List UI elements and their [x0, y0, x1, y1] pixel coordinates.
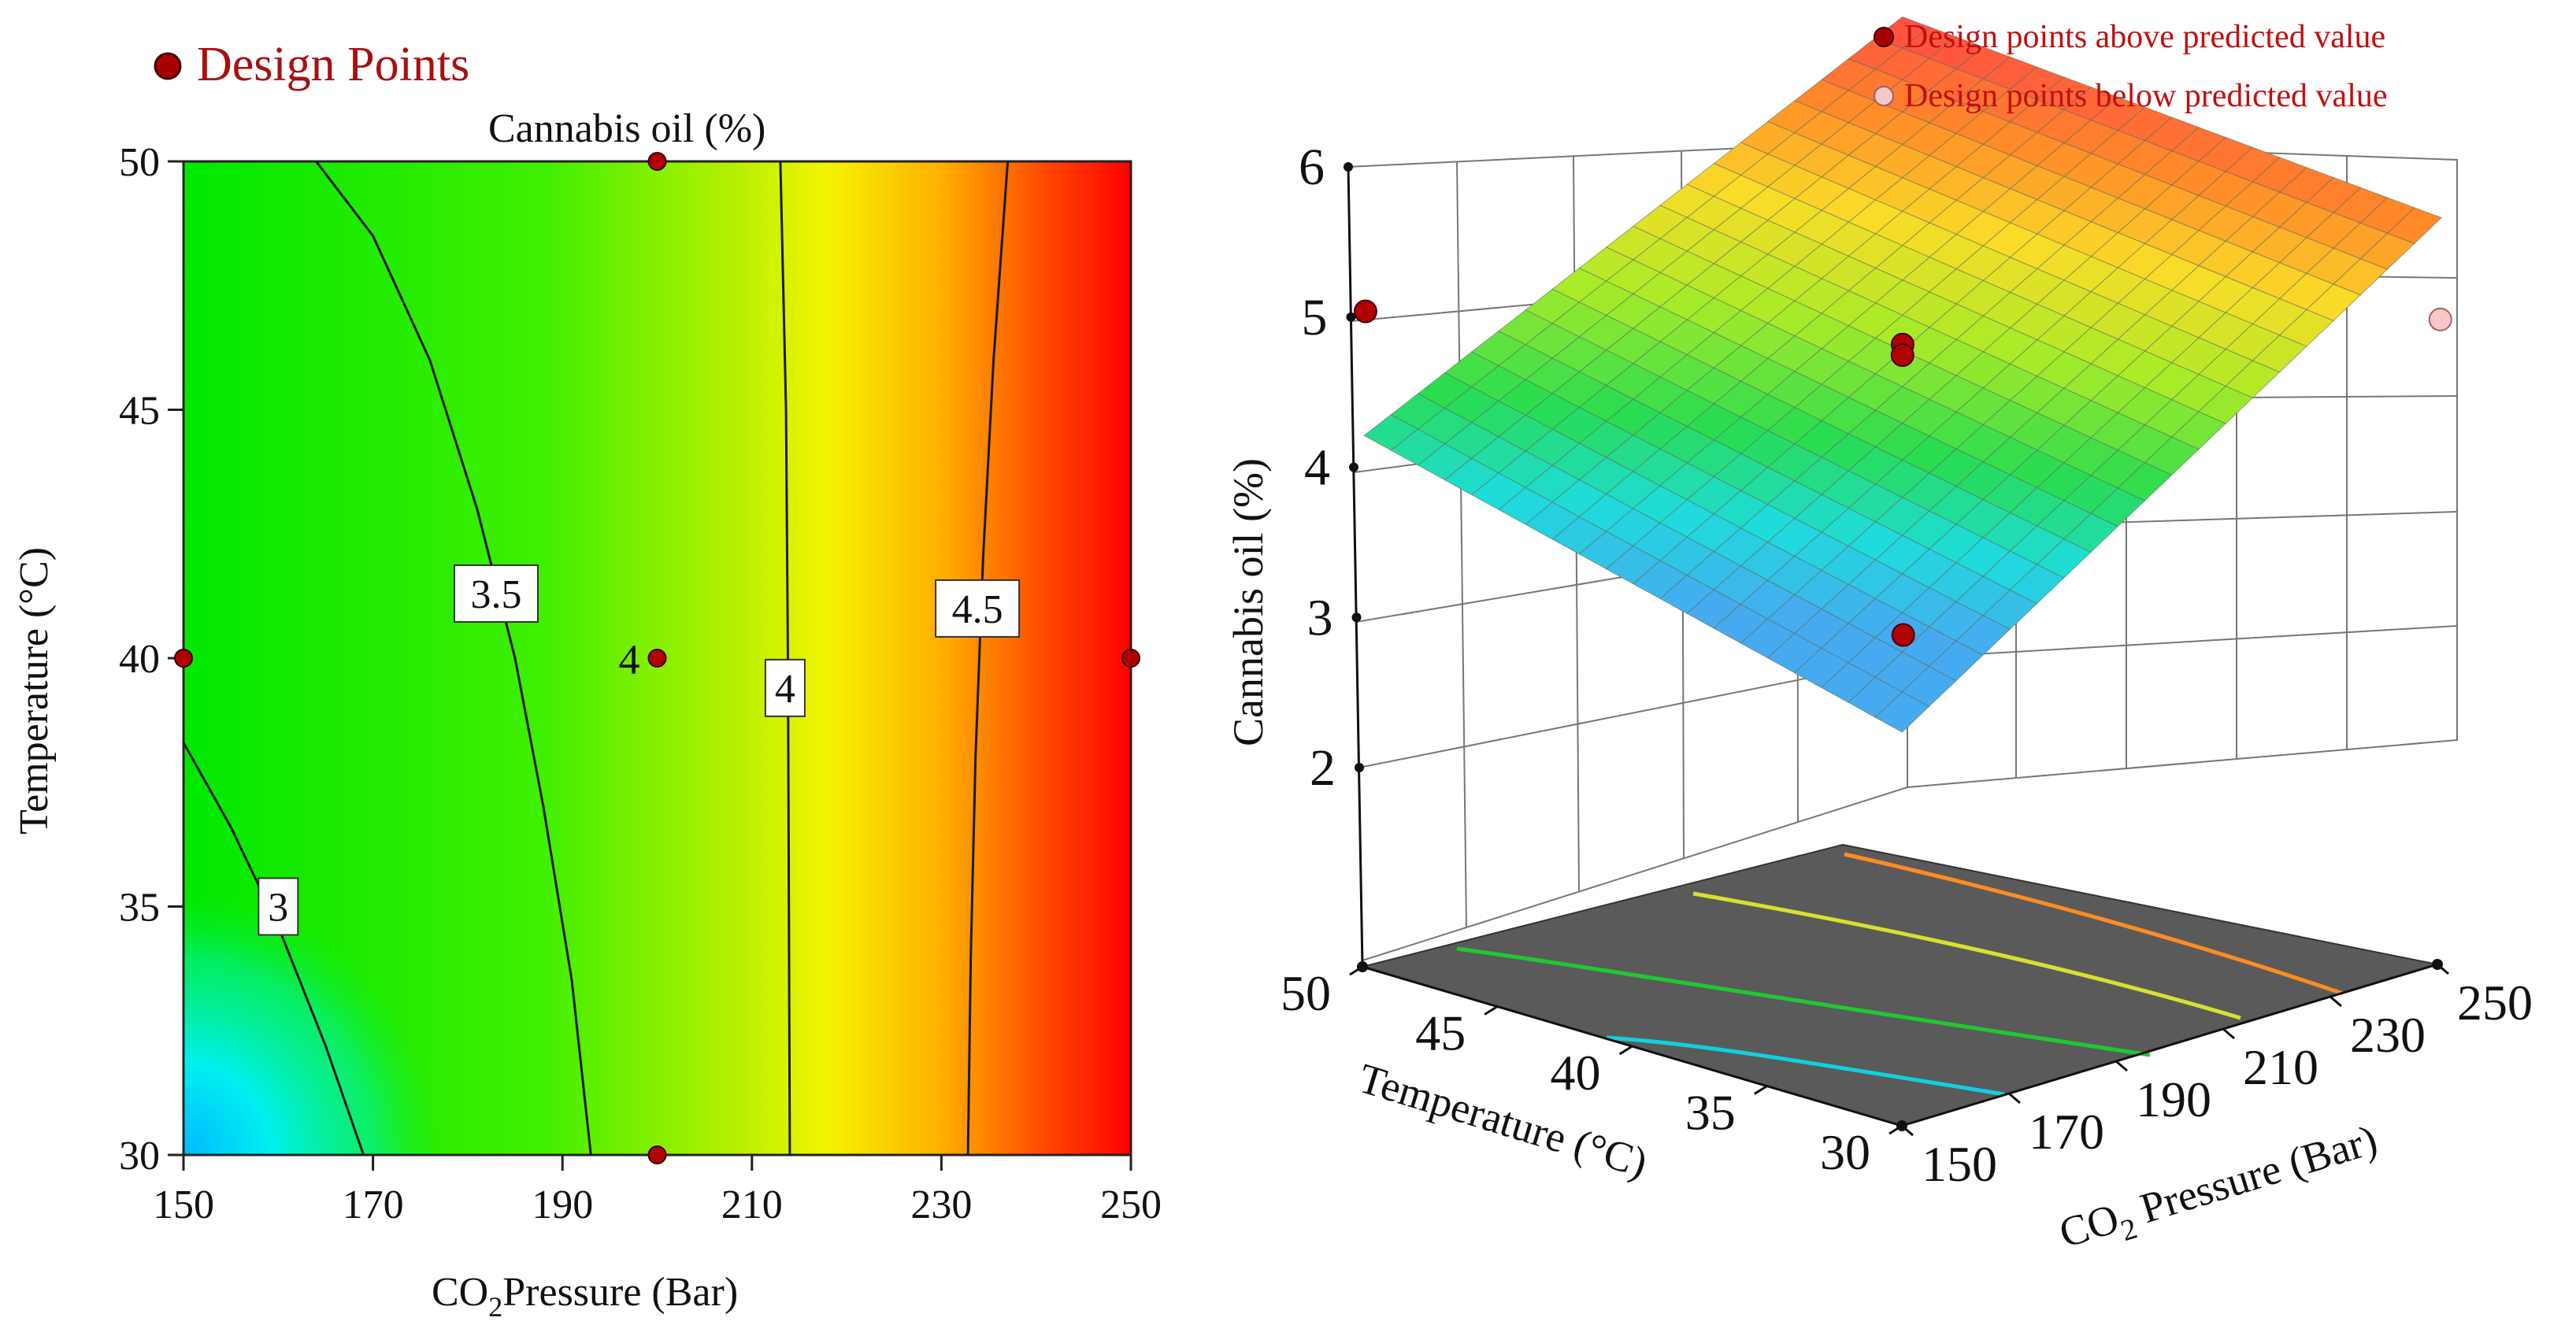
contour-line-3	[966, 161, 1010, 1156]
floor-contours	[1456, 852, 2344, 1097]
z-tick-mark	[1346, 312, 1356, 322]
z-tick-label: 4	[1304, 439, 1330, 497]
surface-design-points	[1353, 299, 2452, 647]
z-tick-mark	[1355, 763, 1364, 772]
design-point	[647, 1145, 667, 1164]
pressure-tick-mark	[1901, 1124, 1914, 1137]
temperature-tick-mark	[1618, 1045, 1633, 1056]
contour-design-points: 4	[174, 152, 1140, 1164]
z-tick-mark	[1349, 462, 1358, 472]
design-point-above	[1353, 299, 1377, 324]
legend-above-label: Design points above predicted value	[1904, 19, 2385, 55]
pressure-tick-mark	[2330, 995, 2342, 1008]
z-axis-ticks: 2 3 4 5 6	[1299, 139, 1364, 797]
legend-below-label: Design points below predicted value	[1904, 78, 2388, 114]
y-tick-label: 35	[119, 886, 160, 931]
legend-above-marker	[1874, 27, 1894, 47]
pressure-tick-mark	[2222, 1027, 2235, 1040]
y-tick-label: 45	[119, 389, 160, 434]
x-tick-label: 250	[1100, 1182, 1162, 1227]
contour-label: 4.5	[952, 587, 1003, 632]
contour-label-box	[764, 658, 806, 717]
contour-lines: 3 3.5 4 4.5	[182, 161, 1021, 1156]
y-tick-label: 30	[119, 1134, 160, 1179]
design-point	[647, 152, 667, 171]
pressure-tick-mark	[2008, 1092, 2021, 1105]
pressure-tick-label: 190	[2136, 1071, 2211, 1127]
z-tick-label: 3	[1307, 589, 1333, 646]
design-point-below	[2428, 307, 2452, 331]
contour-y-axis-label: Temperature (°C)	[12, 547, 57, 835]
design-point-above	[1891, 623, 1915, 647]
x-tick-label: 190	[532, 1182, 593, 1227]
temperature-tick-label: 50	[1281, 965, 1331, 1021]
x-tick-label: 150	[153, 1182, 214, 1227]
surface-temperature-axis-label: Temperature (°C)	[1353, 1054, 1652, 1186]
contour-label-box	[453, 564, 539, 623]
contour-line-2	[779, 161, 791, 1156]
temperature-tick-label: 35	[1685, 1085, 1736, 1141]
contour-legend: Design Points	[154, 38, 469, 91]
legend-design-point-marker	[154, 52, 182, 80]
x-tick-label: 230	[910, 1182, 972, 1227]
contour-label: 3.5	[470, 572, 521, 617]
contour-ticks: 150 170 190 210 230 250 30 35 40 45 50	[119, 140, 1162, 1227]
center-point-count: 4	[619, 636, 640, 683]
z-tick-mark	[1351, 612, 1362, 623]
x-tick-label: 170	[343, 1182, 404, 1227]
z-tick-label: 5	[1302, 289, 1328, 346]
contour-x-axis-label: CO2Pressure (Bar)	[432, 1270, 738, 1323]
contour-label-box	[258, 877, 299, 936]
contour-title: Cannabis oil (%)	[488, 106, 765, 151]
design-point	[174, 649, 193, 668]
legend-below-marker	[1874, 86, 1894, 106]
floor-contour-3-5	[1456, 946, 2151, 1057]
surface-legend: Design points above predicted value Desi…	[1874, 19, 2388, 114]
x-tick-label: 210	[721, 1182, 783, 1227]
y-tick-label: 50	[119, 140, 160, 185]
pressure-tick-label: 250	[2457, 975, 2533, 1031]
surface-cell	[2386, 207, 2443, 244]
pressure-axis-ticks: 150 170 190 210 230 250	[1901, 963, 2533, 1192]
contour-label: 4	[775, 667, 795, 712]
temperature-tick-label: 45	[1415, 1005, 1466, 1061]
floor-contour-4	[1692, 891, 2241, 1020]
temperature-tick-label: 40	[1551, 1045, 1601, 1101]
pressure-tick-label: 230	[2350, 1007, 2426, 1063]
temperature-tick-mark	[1753, 1085, 1768, 1095]
temperature-tick-mark	[1888, 1124, 1903, 1135]
contour-label-box	[935, 579, 1021, 638]
surface-mesh	[1363, 16, 2443, 733]
pressure-tick-mark	[2437, 963, 2449, 975]
temperature-axis-ticks: 50 45 40 35 30	[1281, 965, 1903, 1180]
design-point-above	[1890, 343, 1914, 367]
z-tick-label: 6	[1299, 139, 1325, 196]
y-tick-label: 40	[119, 637, 160, 682]
design-point	[1121, 649, 1140, 668]
floor-contour-4-5	[1844, 852, 2344, 996]
contour-label: 3	[268, 886, 288, 931]
surface-z-axis-label: Cannabis oil (%)	[1225, 458, 1272, 746]
temperature-tick-mark	[1484, 1005, 1499, 1016]
legend-design-points-label: Design Points	[197, 38, 469, 91]
pressure-tick-mark	[2115, 1060, 2128, 1072]
z-tick-label: 2	[1310, 739, 1336, 797]
floor-contour-3	[1606, 1035, 2005, 1097]
pressure-tick-label: 150	[1922, 1136, 1997, 1192]
pressure-tick-label: 170	[2029, 1104, 2104, 1160]
temperature-tick-label: 30	[1820, 1124, 1870, 1180]
design-point	[647, 649, 667, 668]
temperature-tick-mark	[1349, 965, 1363, 976]
pressure-tick-label: 210	[2243, 1039, 2318, 1095]
z-tick-mark	[1344, 162, 1353, 172]
